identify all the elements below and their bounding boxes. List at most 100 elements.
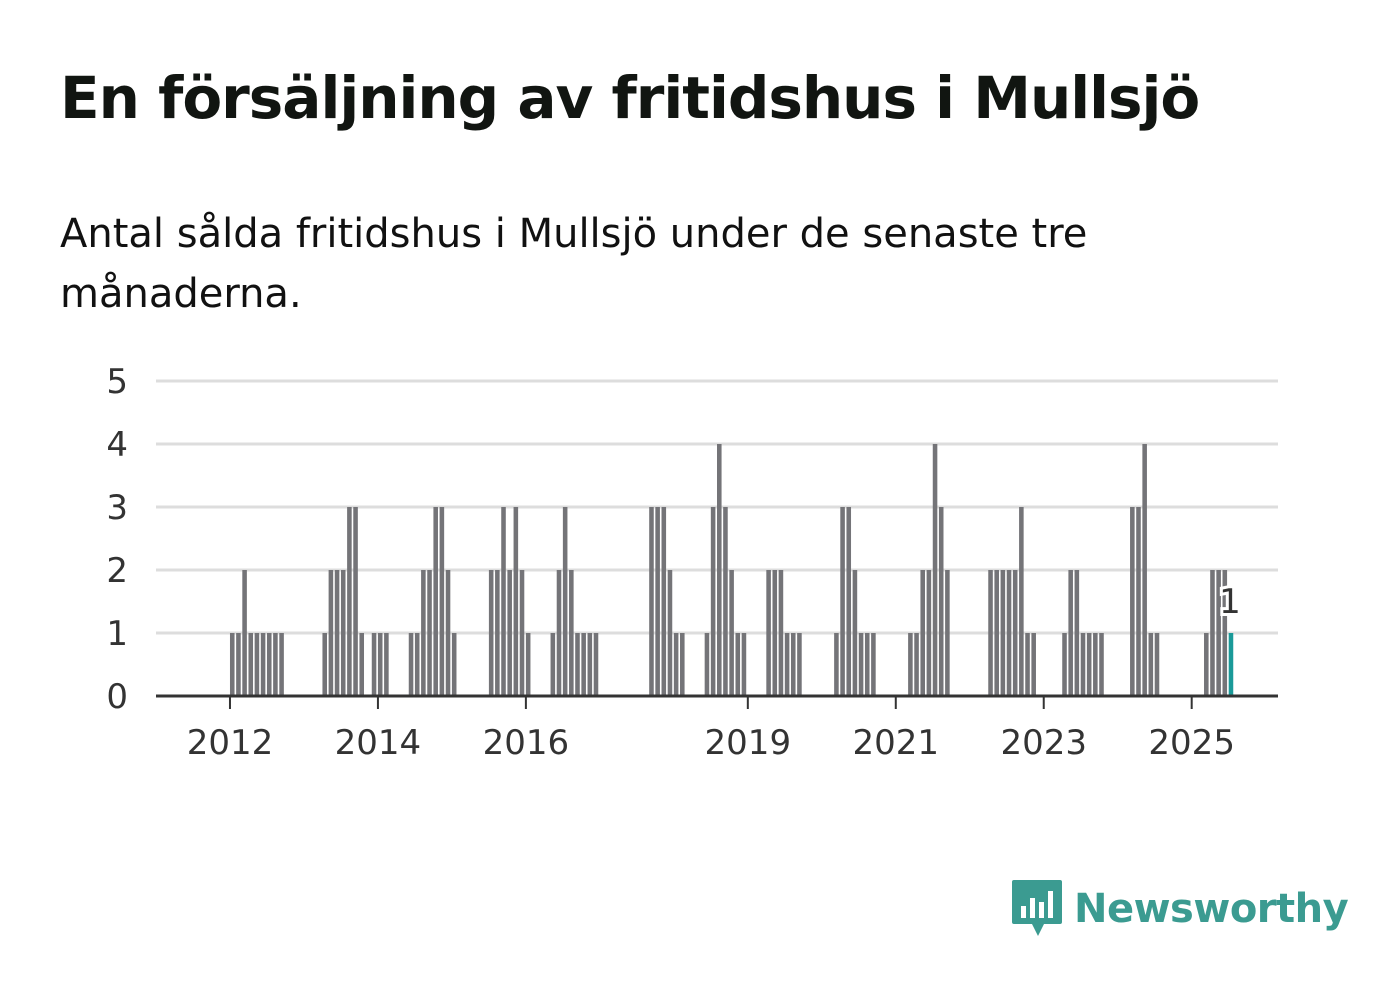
x-tick-label-2019: 2019 — [705, 723, 792, 763]
bar-2022-06 — [1000, 570, 1006, 696]
bar-2016-06 — [556, 570, 562, 696]
bar-2025-04 — [1210, 570, 1215, 696]
bar-2019-05 — [772, 570, 778, 696]
bar-2015-07 — [488, 570, 494, 696]
bar-2019-08 — [790, 633, 796, 696]
bar-2023-04 — [1062, 633, 1067, 696]
bar-2016-11 — [587, 633, 593, 696]
y-tick-label-1: 1 — [106, 614, 128, 654]
bar-2021-09 — [945, 570, 950, 696]
x-tick-label-2012: 2012 — [187, 723, 274, 763]
y-tick-label-5: 5 — [106, 362, 128, 402]
bar-2015-08 — [495, 570, 500, 696]
bar-2024-07 — [1154, 633, 1160, 696]
bar-2023-10 — [1099, 633, 1104, 696]
bar-2021-05 — [920, 570, 926, 696]
bar-2021-04 — [914, 633, 919, 696]
bar-2023-06 — [1074, 570, 1080, 696]
bar-2017-12 — [667, 570, 673, 696]
x-tick-label-2025: 2025 — [1148, 723, 1235, 763]
newsworthy-logo-text: Newsworthy — [1074, 886, 1349, 932]
bar-2022-05 — [994, 570, 999, 696]
x-tick-label-2023: 2023 — [1000, 723, 1087, 763]
bar-2014-08 — [421, 570, 426, 696]
bar-2013-06 — [334, 570, 340, 696]
bar-2014-01 — [377, 633, 383, 696]
bar-2018-11 — [735, 633, 741, 696]
x-tick-label-2016: 2016 — [483, 723, 570, 763]
y-tick-label-2: 2 — [106, 551, 128, 591]
bar-2021-06 — [926, 570, 932, 696]
y-tick-label-3: 3 — [106, 488, 128, 528]
bar-2022-04 — [988, 570, 993, 696]
bar-2014-12 — [445, 570, 451, 696]
bar-2023-08 — [1086, 633, 1092, 696]
bar-2016-09 — [575, 633, 580, 696]
bar-2013-07 — [340, 570, 346, 696]
bar-2021-07 — [932, 444, 938, 696]
bar-2014-09 — [427, 570, 432, 696]
bar-2018-09 — [723, 507, 728, 696]
bar-2018-01 — [673, 633, 679, 696]
bar-2024-05 — [1142, 444, 1147, 696]
bar-2025-06 — [1222, 570, 1228, 696]
bar-2016-01 — [525, 633, 531, 696]
bar-2022-08 — [1012, 570, 1018, 696]
chart-subtitle: Antal sålda fritidshus i Mullsjö under d… — [60, 211, 1088, 317]
bar-2014-06 — [408, 633, 414, 696]
bar-2012-02 — [236, 633, 241, 696]
bar-2019-09 — [797, 633, 802, 696]
x-tick-label-2014: 2014 — [335, 723, 422, 763]
bar-2015-01 — [451, 633, 457, 696]
bar-2012-09 — [279, 633, 284, 696]
bar-2012-03 — [242, 570, 247, 696]
bar-2013-05 — [328, 570, 334, 696]
bar-2013-08 — [347, 507, 352, 696]
bar-2024-04 — [1136, 507, 1141, 696]
bar-2015-11 — [513, 507, 519, 696]
bars — [229, 444, 1234, 696]
bar-2013-09 — [353, 507, 358, 696]
bar-2022-09 — [1019, 507, 1024, 696]
bar-2012-06 — [260, 633, 266, 696]
bar-2020-07 — [858, 633, 864, 696]
bar-chart: 0 1 2 3 4 5 2012 2014 2016 2019 2021 2023 2025 1 — [106, 362, 1278, 763]
bar-2017-10 — [655, 507, 660, 696]
bar-2016-05 — [550, 633, 556, 696]
x-axis-labels: 2012 2014 2016 2019 2021 2023 2025 — [187, 696, 1235, 763]
bar-2019-06 — [778, 570, 784, 696]
bar-2020-06 — [852, 570, 858, 696]
bar-2025-07 — [1228, 633, 1234, 696]
bar-2020-09 — [871, 633, 876, 696]
bar-2018-12 — [741, 633, 747, 696]
bar-2022-07 — [1006, 570, 1012, 696]
bar-2014-11 — [439, 507, 445, 696]
bar-2018-06 — [704, 633, 710, 696]
bar-2023-09 — [1093, 633, 1098, 696]
bar-2025-05 — [1216, 570, 1221, 696]
bar-2018-02 — [680, 633, 685, 696]
bar-2014-07 — [414, 633, 420, 696]
bar-2016-07 — [562, 507, 568, 696]
bar-2013-10 — [359, 633, 365, 696]
bar-2020-03 — [834, 633, 839, 696]
highlight-value-label: 1 — [1219, 582, 1241, 622]
y-axis-labels: 0 1 2 3 4 5 — [106, 362, 128, 717]
bar-2022-10 — [1025, 633, 1030, 696]
bar-2015-12 — [519, 570, 525, 696]
bar-2013-04 — [322, 633, 328, 696]
bar-2012-05 — [254, 633, 260, 696]
bar-2015-10 — [507, 570, 512, 696]
newsworthy-logo: Newsworthy — [1010, 878, 1349, 940]
bar-2021-08 — [938, 507, 944, 696]
bar-2024-06 — [1148, 633, 1154, 696]
annotations: 1 — [1216, 579, 1244, 625]
bar-2016-12 — [593, 633, 599, 696]
bar-2018-10 — [729, 570, 734, 696]
bar-2018-08 — [717, 444, 722, 696]
x-tick-label-2021: 2021 — [853, 723, 940, 763]
bar-2020-08 — [864, 633, 870, 696]
bar-2023-07 — [1080, 633, 1086, 696]
bar-2019-07 — [784, 633, 790, 696]
bar-2018-07 — [710, 507, 716, 696]
